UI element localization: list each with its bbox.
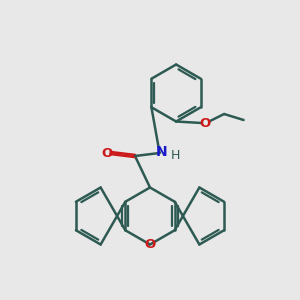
Text: H: H xyxy=(170,149,180,162)
Text: N: N xyxy=(155,146,167,159)
Text: O: O xyxy=(101,146,112,160)
Text: O: O xyxy=(144,238,156,251)
Text: O: O xyxy=(200,116,211,130)
